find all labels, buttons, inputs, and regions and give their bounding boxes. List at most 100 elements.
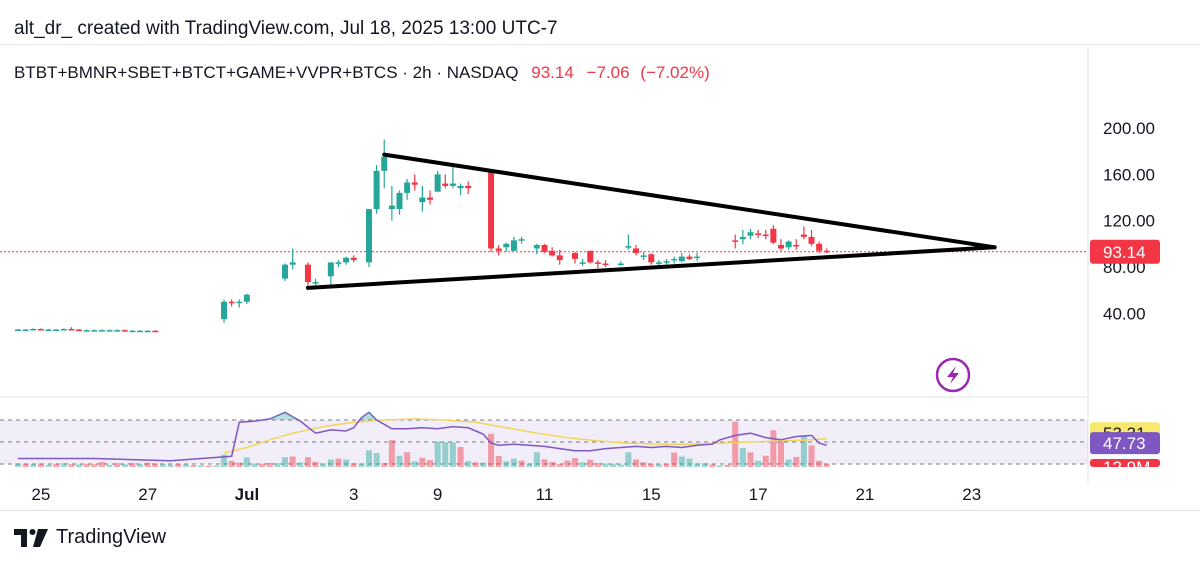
volume-bar [137, 464, 144, 467]
candle-body [60, 328, 67, 331]
candle-body [396, 192, 403, 210]
footer: TradingView [14, 526, 166, 549]
volume-bar [53, 463, 60, 467]
volume-bar [114, 463, 121, 467]
volume-bar [365, 450, 372, 467]
candle-body [243, 294, 250, 302]
volume-bar [503, 461, 510, 467]
legend: BTBT+BMNR+SBET+BTCT+GAME+VVPR+BTCS · 2h … [14, 63, 710, 82]
trendlines[interactable] [305, 152, 997, 290]
volume-bar [655, 464, 662, 467]
volume-bar [594, 462, 601, 467]
volume-bar [823, 463, 830, 467]
volume-bar [716, 465, 723, 467]
candle-body [373, 170, 380, 210]
candle-body [617, 263, 624, 266]
candle-body [640, 255, 647, 257]
rsi-overbought-fill [361, 412, 377, 420]
candle-body [304, 264, 311, 283]
volume-bar [381, 462, 388, 467]
candle-body [98, 330, 105, 332]
volume-bar [37, 463, 44, 467]
volume-bar [434, 441, 441, 467]
last-price-badge [1090, 239, 1160, 264]
candle-body [823, 250, 830, 253]
candle-body [579, 262, 586, 264]
volume-bar [190, 464, 197, 467]
candle-body [648, 254, 655, 263]
time-axis[interactable]: 25 27 Jul 3 9 11 15 17 21 23 [31, 485, 981, 504]
candle-body [282, 264, 289, 279]
volume-bar [76, 464, 83, 467]
volume-bar [312, 461, 319, 467]
volume-bar [121, 464, 128, 467]
volume-bar [709, 464, 716, 467]
candle-body [114, 330, 121, 332]
candle-body [747, 232, 754, 236]
candle-body [144, 330, 151, 333]
volume-bar [259, 463, 266, 467]
candle-body [53, 329, 60, 332]
volume-bar [396, 455, 403, 467]
candle-body [327, 262, 334, 277]
rsi-band [0, 419, 1088, 465]
volume-bar [724, 464, 731, 467]
candle-body [30, 328, 37, 331]
volume-bar [778, 439, 784, 467]
volume-bar [228, 460, 235, 467]
candle-body [808, 236, 815, 244]
volume-bar [243, 457, 250, 467]
candle-body [68, 328, 75, 331]
candle-body [137, 330, 144, 333]
volume-bar [694, 463, 701, 467]
volume-bar [152, 463, 159, 467]
candle-body [510, 240, 517, 251]
volume-bar [221, 454, 228, 467]
volume-bar [15, 463, 21, 467]
time-tick-label: 27 [138, 485, 157, 504]
volume-bar [755, 460, 762, 467]
volume-bar [610, 463, 617, 467]
candle-body [762, 234, 769, 237]
legend-interval: 2h [413, 63, 432, 82]
rsi-line [18, 411, 827, 462]
volume-bar [495, 456, 502, 467]
legend-exchange: NASDAQ [447, 63, 519, 82]
candle-body [755, 233, 762, 235]
candle-body [457, 185, 464, 189]
time-tick-label: 15 [642, 485, 661, 504]
volume-bar [785, 459, 792, 467]
volume-bar [213, 465, 220, 467]
time-tick-label: 23 [962, 485, 981, 504]
flash-icon[interactable] [935, 357, 971, 393]
volume-bar [282, 457, 289, 467]
legend-change-pct: (−7.02%) [640, 63, 709, 82]
candle-body [152, 330, 159, 333]
rsi-lines [18, 411, 827, 462]
volume-bar [800, 436, 807, 467]
volume-bar [465, 461, 472, 467]
candle-body [533, 244, 540, 249]
volume-bar [182, 464, 189, 467]
legend-last: 93.14 [531, 63, 574, 82]
candle-body [541, 244, 548, 252]
legend-change: −7.06 [587, 63, 630, 82]
volume-bar [793, 456, 800, 467]
candle-body [518, 239, 525, 241]
volume-bar [167, 464, 174, 467]
volume-bar [236, 462, 243, 467]
indicator-badge-label: 12.9M [1103, 458, 1150, 477]
candle-body [694, 256, 701, 259]
volume-bar [648, 463, 655, 467]
volume-bar [526, 463, 533, 467]
volume-bar [427, 460, 434, 467]
volume-bar [289, 456, 296, 467]
candle-body [289, 262, 296, 265]
candle-body [228, 301, 235, 304]
time-tick-label: 17 [749, 485, 768, 504]
candle-body [816, 243, 823, 251]
volume-bar [732, 421, 739, 467]
